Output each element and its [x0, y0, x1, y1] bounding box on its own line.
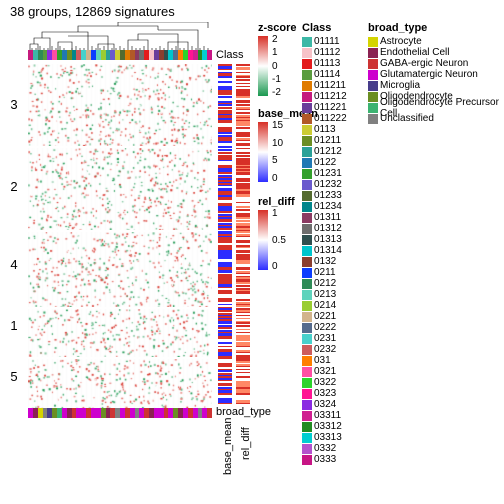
- reldiff-sidebar: [236, 64, 250, 404]
- column-class-annotation: [28, 50, 212, 60]
- basemean-axis-label: base_mean: [222, 418, 234, 476]
- basemean-ticks: 151050: [272, 120, 283, 184]
- dendrogram: [28, 22, 212, 50]
- reldiff-ticks: 10.50: [272, 208, 286, 272]
- basemean-colorbar: [258, 122, 268, 182]
- zscore-title: z-score: [258, 22, 297, 34]
- broadtype-legend: broad_typeAstrocyteEndothelial CellGABA-…: [368, 22, 504, 124]
- main-heatmap: [28, 64, 212, 404]
- reldiff-title: rel_diff: [258, 196, 295, 208]
- class-legend: Class01111011120111301114011211011212011…: [302, 22, 347, 465]
- zscore-ticks: 210-1-2: [272, 34, 281, 98]
- basemean-sidebar: [218, 64, 232, 404]
- zscore-colorbar: [258, 36, 268, 96]
- class-label: Class: [216, 49, 244, 61]
- page-title: 38 groups, 12869 signatures: [10, 4, 175, 19]
- broadtype-label: broad_type: [216, 406, 271, 418]
- row-block-labels: 32415: [6, 64, 22, 404]
- column-broadtype-annotation: [28, 408, 212, 418]
- reldiff-axis-label: rel_diff: [240, 427, 252, 460]
- reldiff-colorbar: [258, 210, 268, 270]
